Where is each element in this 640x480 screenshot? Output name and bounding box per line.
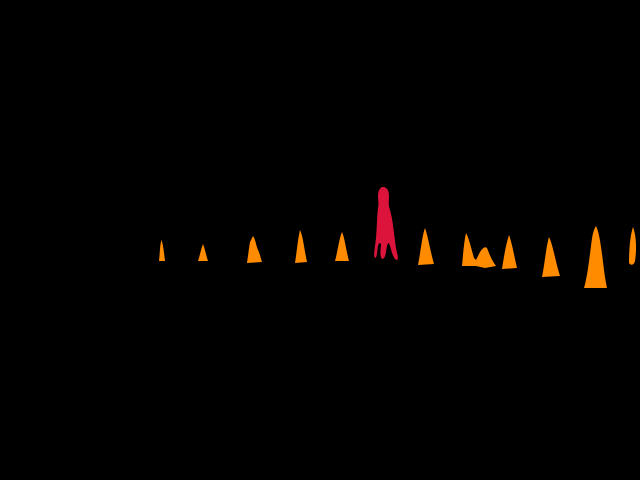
cone-segment [418, 228, 434, 265]
person-segment [374, 187, 398, 260]
cone-segment [295, 230, 307, 263]
cone-segment [159, 240, 165, 261]
cone-segment [335, 232, 349, 261]
cone-segment [462, 233, 496, 268]
cone-segment [247, 236, 262, 263]
cone-segment [584, 226, 607, 288]
cone-segment [542, 237, 560, 277]
cone-segment [629, 227, 637, 265]
cone-segment [198, 244, 208, 261]
cone-segment [502, 235, 517, 269]
